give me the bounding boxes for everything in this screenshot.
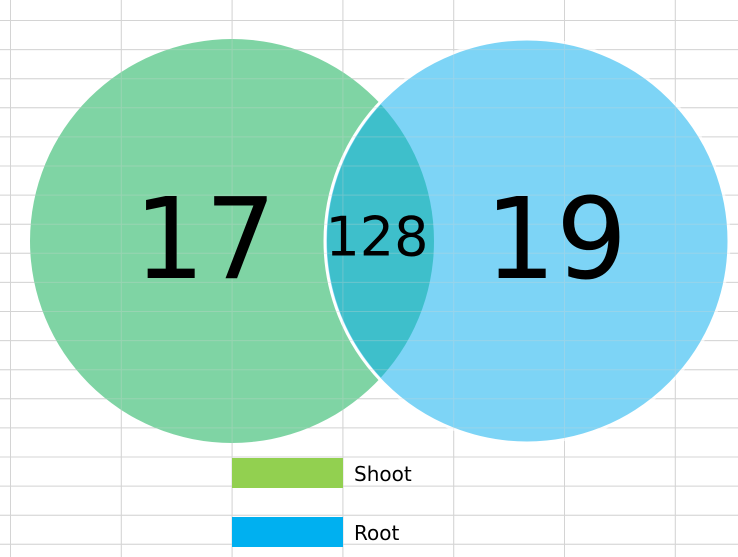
root-only-count: 19 [485, 175, 628, 305]
legend-swatch [232, 517, 343, 547]
legend-swatch [232, 458, 343, 488]
root-circle [323, 37, 731, 445]
shoot-circle [30, 39, 434, 443]
legend-label: Root [354, 521, 399, 545]
legend-label: Shoot [354, 462, 412, 486]
overlap-count: 128 [325, 206, 428, 269]
shoot-only-count: 17 [134, 175, 277, 305]
